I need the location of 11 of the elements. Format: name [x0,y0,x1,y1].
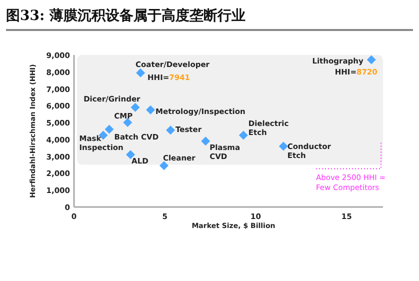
point [130,102,140,112]
point [278,142,288,151]
chart-title: 图33: 薄膜沉积设备属于高度垄断行业 [6,7,246,24]
point [201,136,210,146]
point [366,55,376,64]
point [146,105,156,114]
point [126,150,136,160]
point [166,126,176,135]
point [238,130,248,140]
point [159,161,168,170]
point [104,124,114,134]
